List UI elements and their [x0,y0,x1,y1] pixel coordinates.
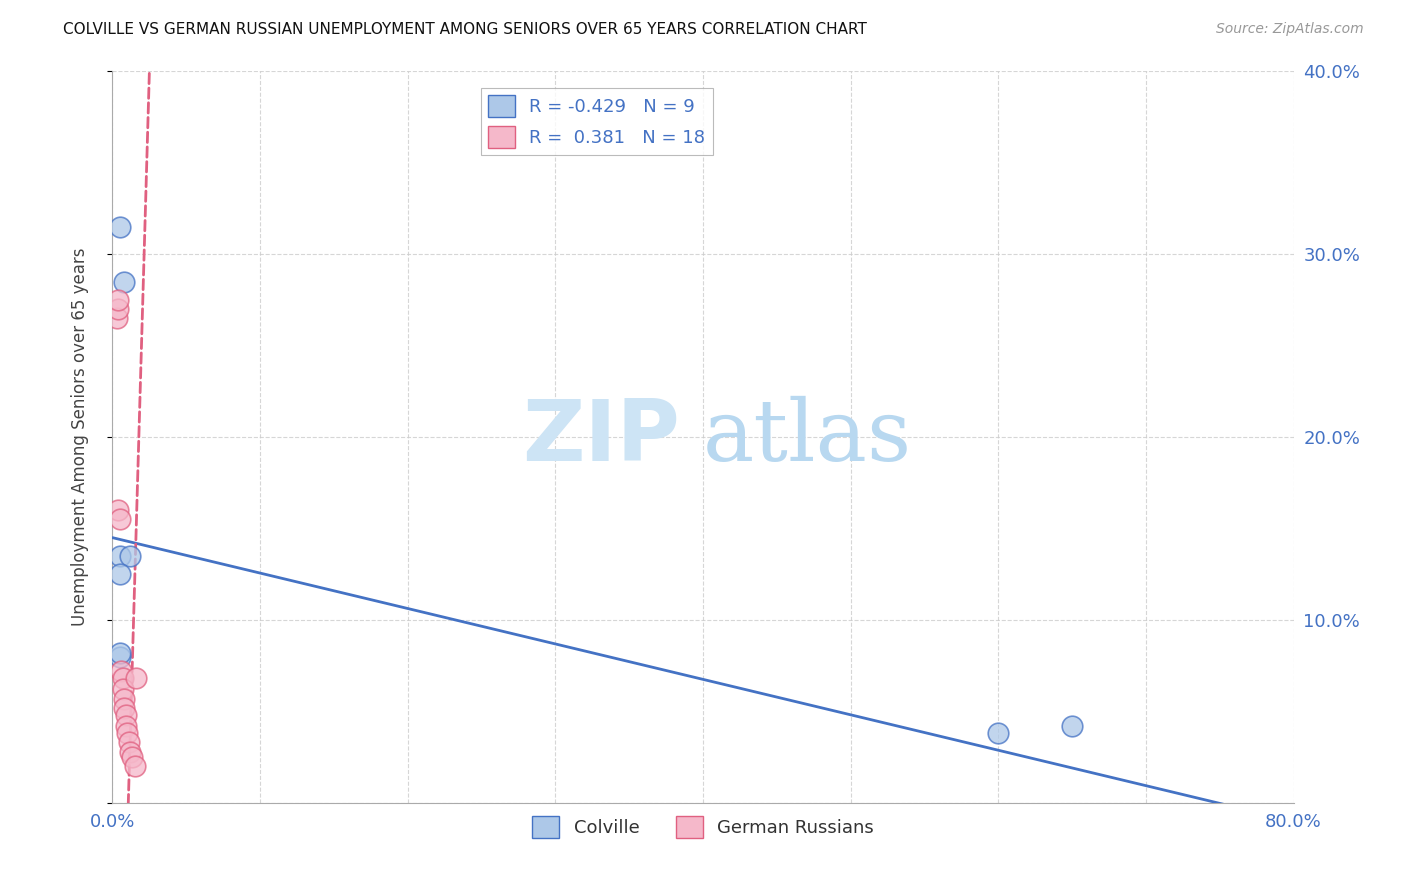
Point [117,726,138,740]
Text: atlas: atlas [703,395,912,479]
Text: Source: ZipAtlas.com: Source: ZipAtlas.com [1216,22,1364,37]
Point [120,549,142,563]
Point [108,549,131,563]
Point [118,735,141,749]
Point [108,219,131,234]
Point [121,750,143,764]
Point [112,275,135,289]
Point [107,301,129,317]
Point [111,682,134,697]
Point [108,512,131,526]
Point [114,719,136,733]
Point [124,759,146,773]
Y-axis label: Unemployment Among Seniors over 65 years: Unemployment Among Seniors over 65 years [70,248,89,626]
Point [120,745,142,759]
Point [108,646,131,660]
Point [1062,719,1084,733]
Point [108,649,131,664]
Point [110,664,132,678]
Point [112,691,135,706]
Point [125,672,148,686]
Point [987,726,1010,740]
Point [111,672,134,686]
Legend: Colville, German Russians: Colville, German Russians [524,808,882,845]
Point [107,503,129,517]
Point [114,708,136,723]
Point [105,311,128,326]
Point [108,567,131,582]
Text: ZIP: ZIP [522,395,679,479]
Text: COLVILLE VS GERMAN RUSSIAN UNEMPLOYMENT AMONG SENIORS OVER 65 YEARS CORRELATION : COLVILLE VS GERMAN RUSSIAN UNEMPLOYMENT … [63,22,868,37]
Point [107,293,129,307]
Point [112,700,135,714]
